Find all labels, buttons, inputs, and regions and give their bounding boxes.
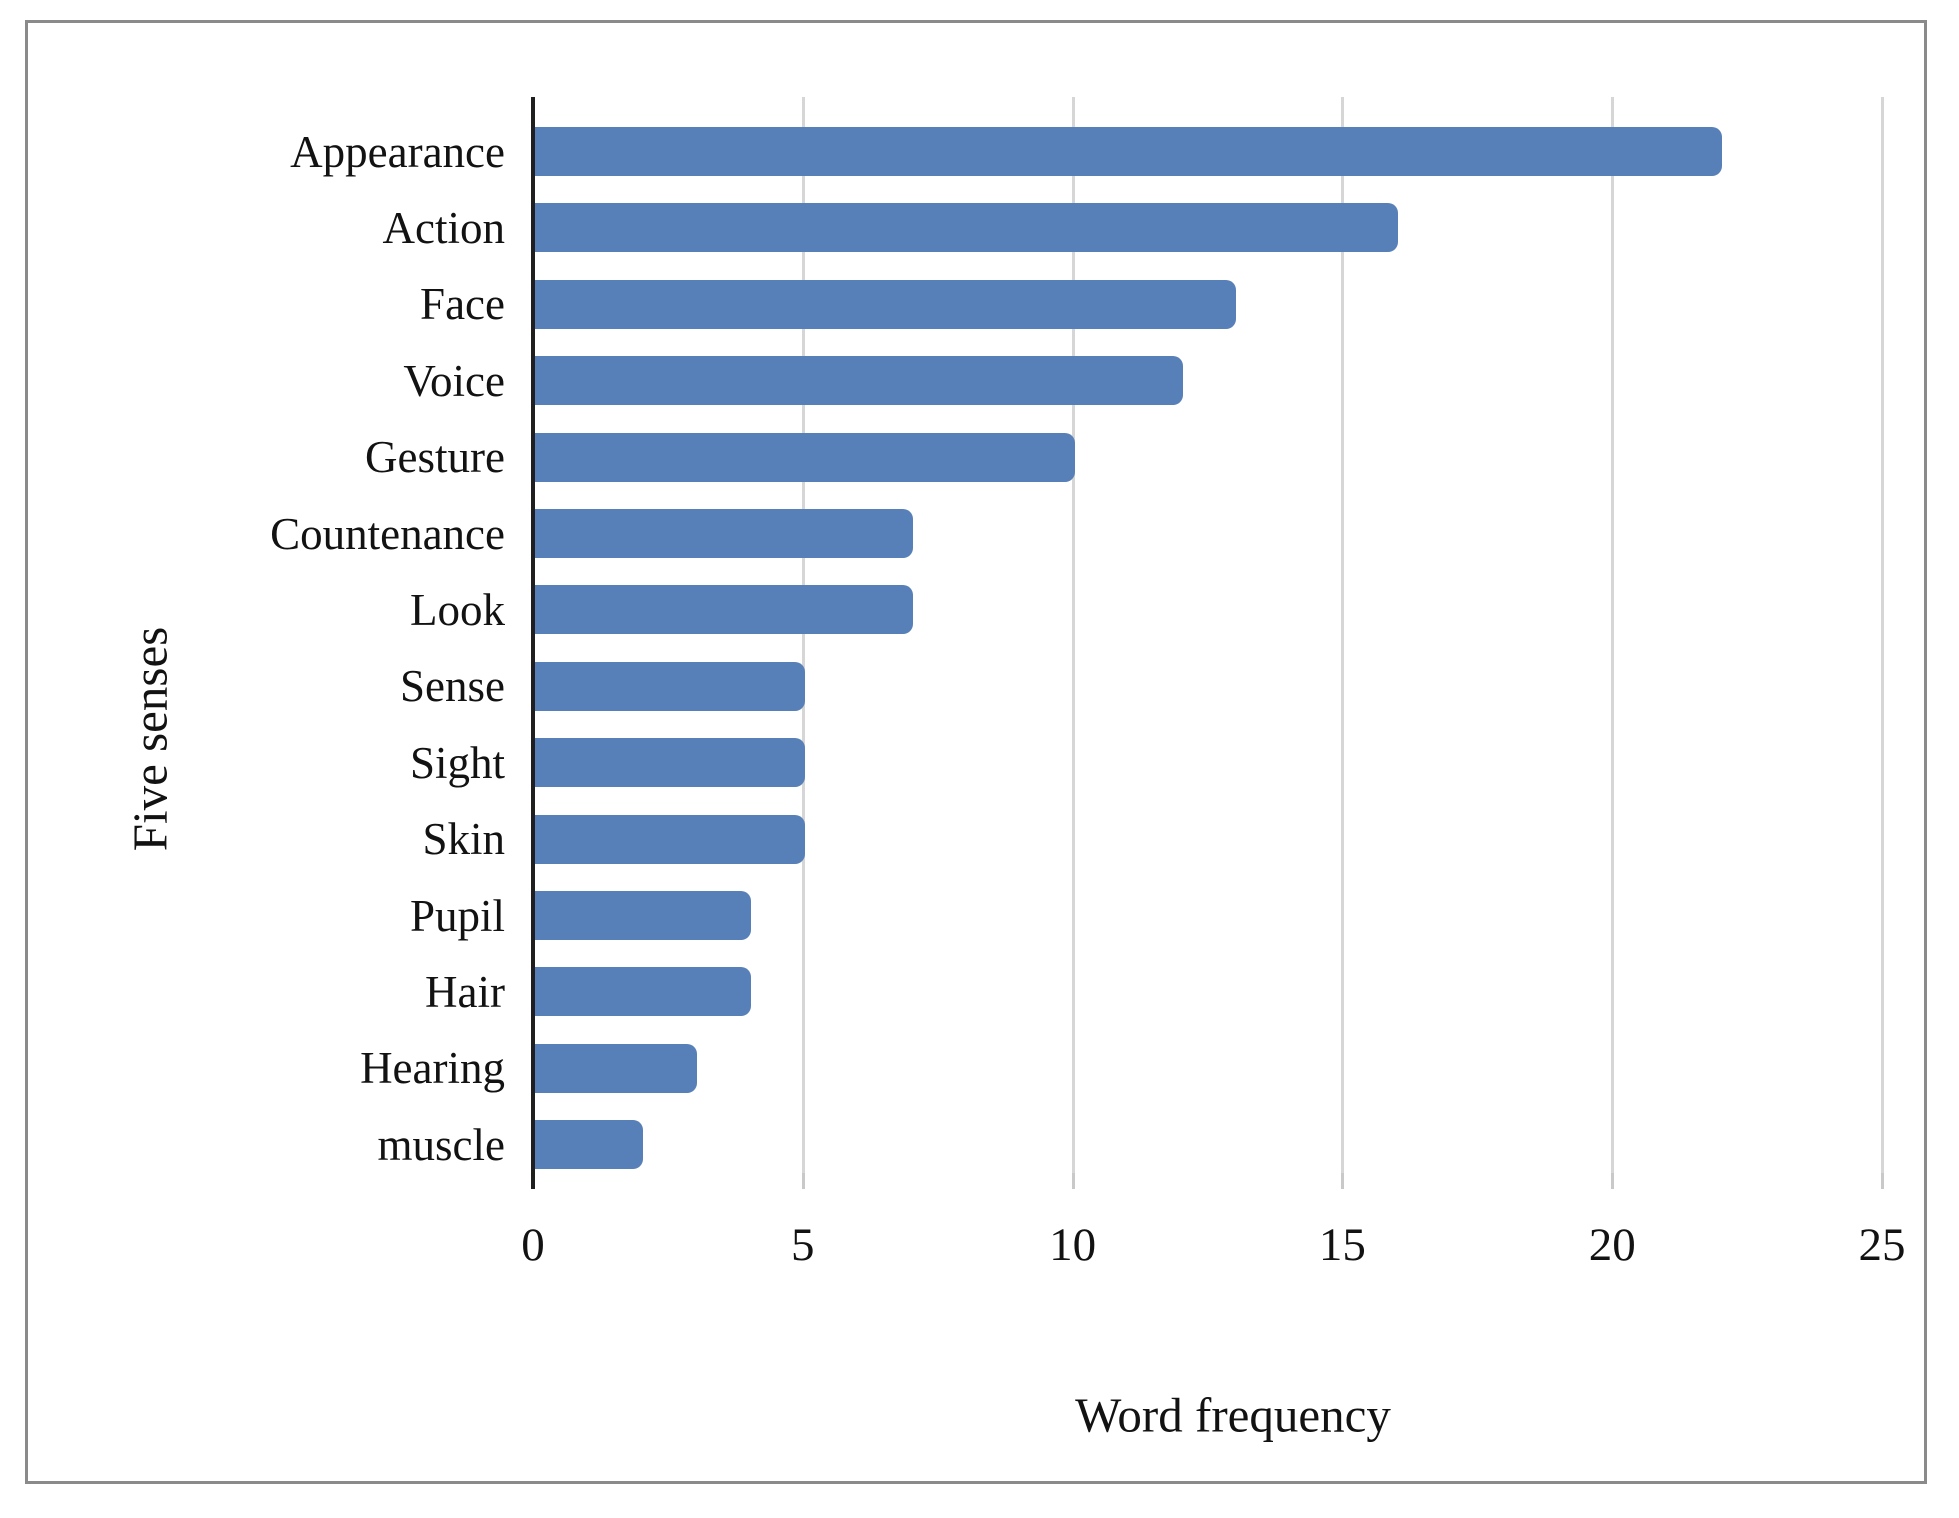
gridline-10 [1071, 97, 1075, 1173]
category-label-look: Look [410, 584, 505, 635]
bar-face [535, 279, 1237, 329]
gridline-25 [1881, 97, 1884, 1173]
tick-mark-20 [1611, 1173, 1615, 1189]
x-axis-title: Word frequency [1075, 1387, 1391, 1443]
bar-muscle [535, 1120, 643, 1170]
tick-label-25: 25 [1858, 1219, 1906, 1271]
tick-label-20: 20 [1588, 1219, 1636, 1271]
category-label-sense: Sense [400, 661, 505, 712]
category-label-hearing: Hearing [360, 1043, 505, 1094]
tick-mark-25 [1881, 1173, 1884, 1189]
bar-look [535, 585, 913, 635]
bar-pupil [535, 891, 751, 940]
bar-sight [535, 738, 805, 788]
tick-label-5: 5 [791, 1219, 815, 1271]
figure-border: Five senses Word frequency 0 5 10 15 20 25 App… [25, 20, 1927, 1484]
category-label-skin: Skin [422, 814, 505, 865]
category-label-countenance: Countenance [270, 508, 505, 559]
bar-voice [535, 356, 1183, 406]
tick-label-10: 10 [1049, 1219, 1097, 1271]
category-label-muscle: muscle [377, 1119, 505, 1170]
category-label-appearance: Appearance [290, 126, 505, 177]
tick-label-15: 15 [1318, 1219, 1366, 1271]
bar-sense [535, 661, 805, 711]
category-label-voice: Voice [403, 355, 505, 406]
category-label-pupil: Pupil [409, 890, 505, 941]
bar-gesture [535, 432, 1075, 482]
category-label-sight: Sight [409, 737, 505, 788]
bar-countenance [535, 509, 913, 558]
gridline-5 [801, 97, 805, 1173]
y-axis-line [531, 97, 535, 1189]
category-label-action: Action [382, 202, 505, 253]
bar-hair [535, 967, 751, 1017]
bar-skin [535, 814, 805, 864]
gridline-15 [1341, 97, 1345, 1173]
category-label-gesture: Gesture [365, 432, 505, 483]
tick-mark-10 [1071, 1173, 1075, 1189]
category-label-hair: Hair [425, 966, 505, 1017]
bar-action [535, 203, 1399, 253]
gridline-20 [1611, 97, 1615, 1173]
bar-hearing [535, 1043, 697, 1093]
bar-appearance [535, 127, 1723, 176]
tick-mark-5 [801, 1173, 805, 1189]
tick-mark-15 [1341, 1173, 1345, 1189]
category-label-face: Face [420, 279, 505, 330]
tick-label-0: 0 [521, 1219, 545, 1271]
